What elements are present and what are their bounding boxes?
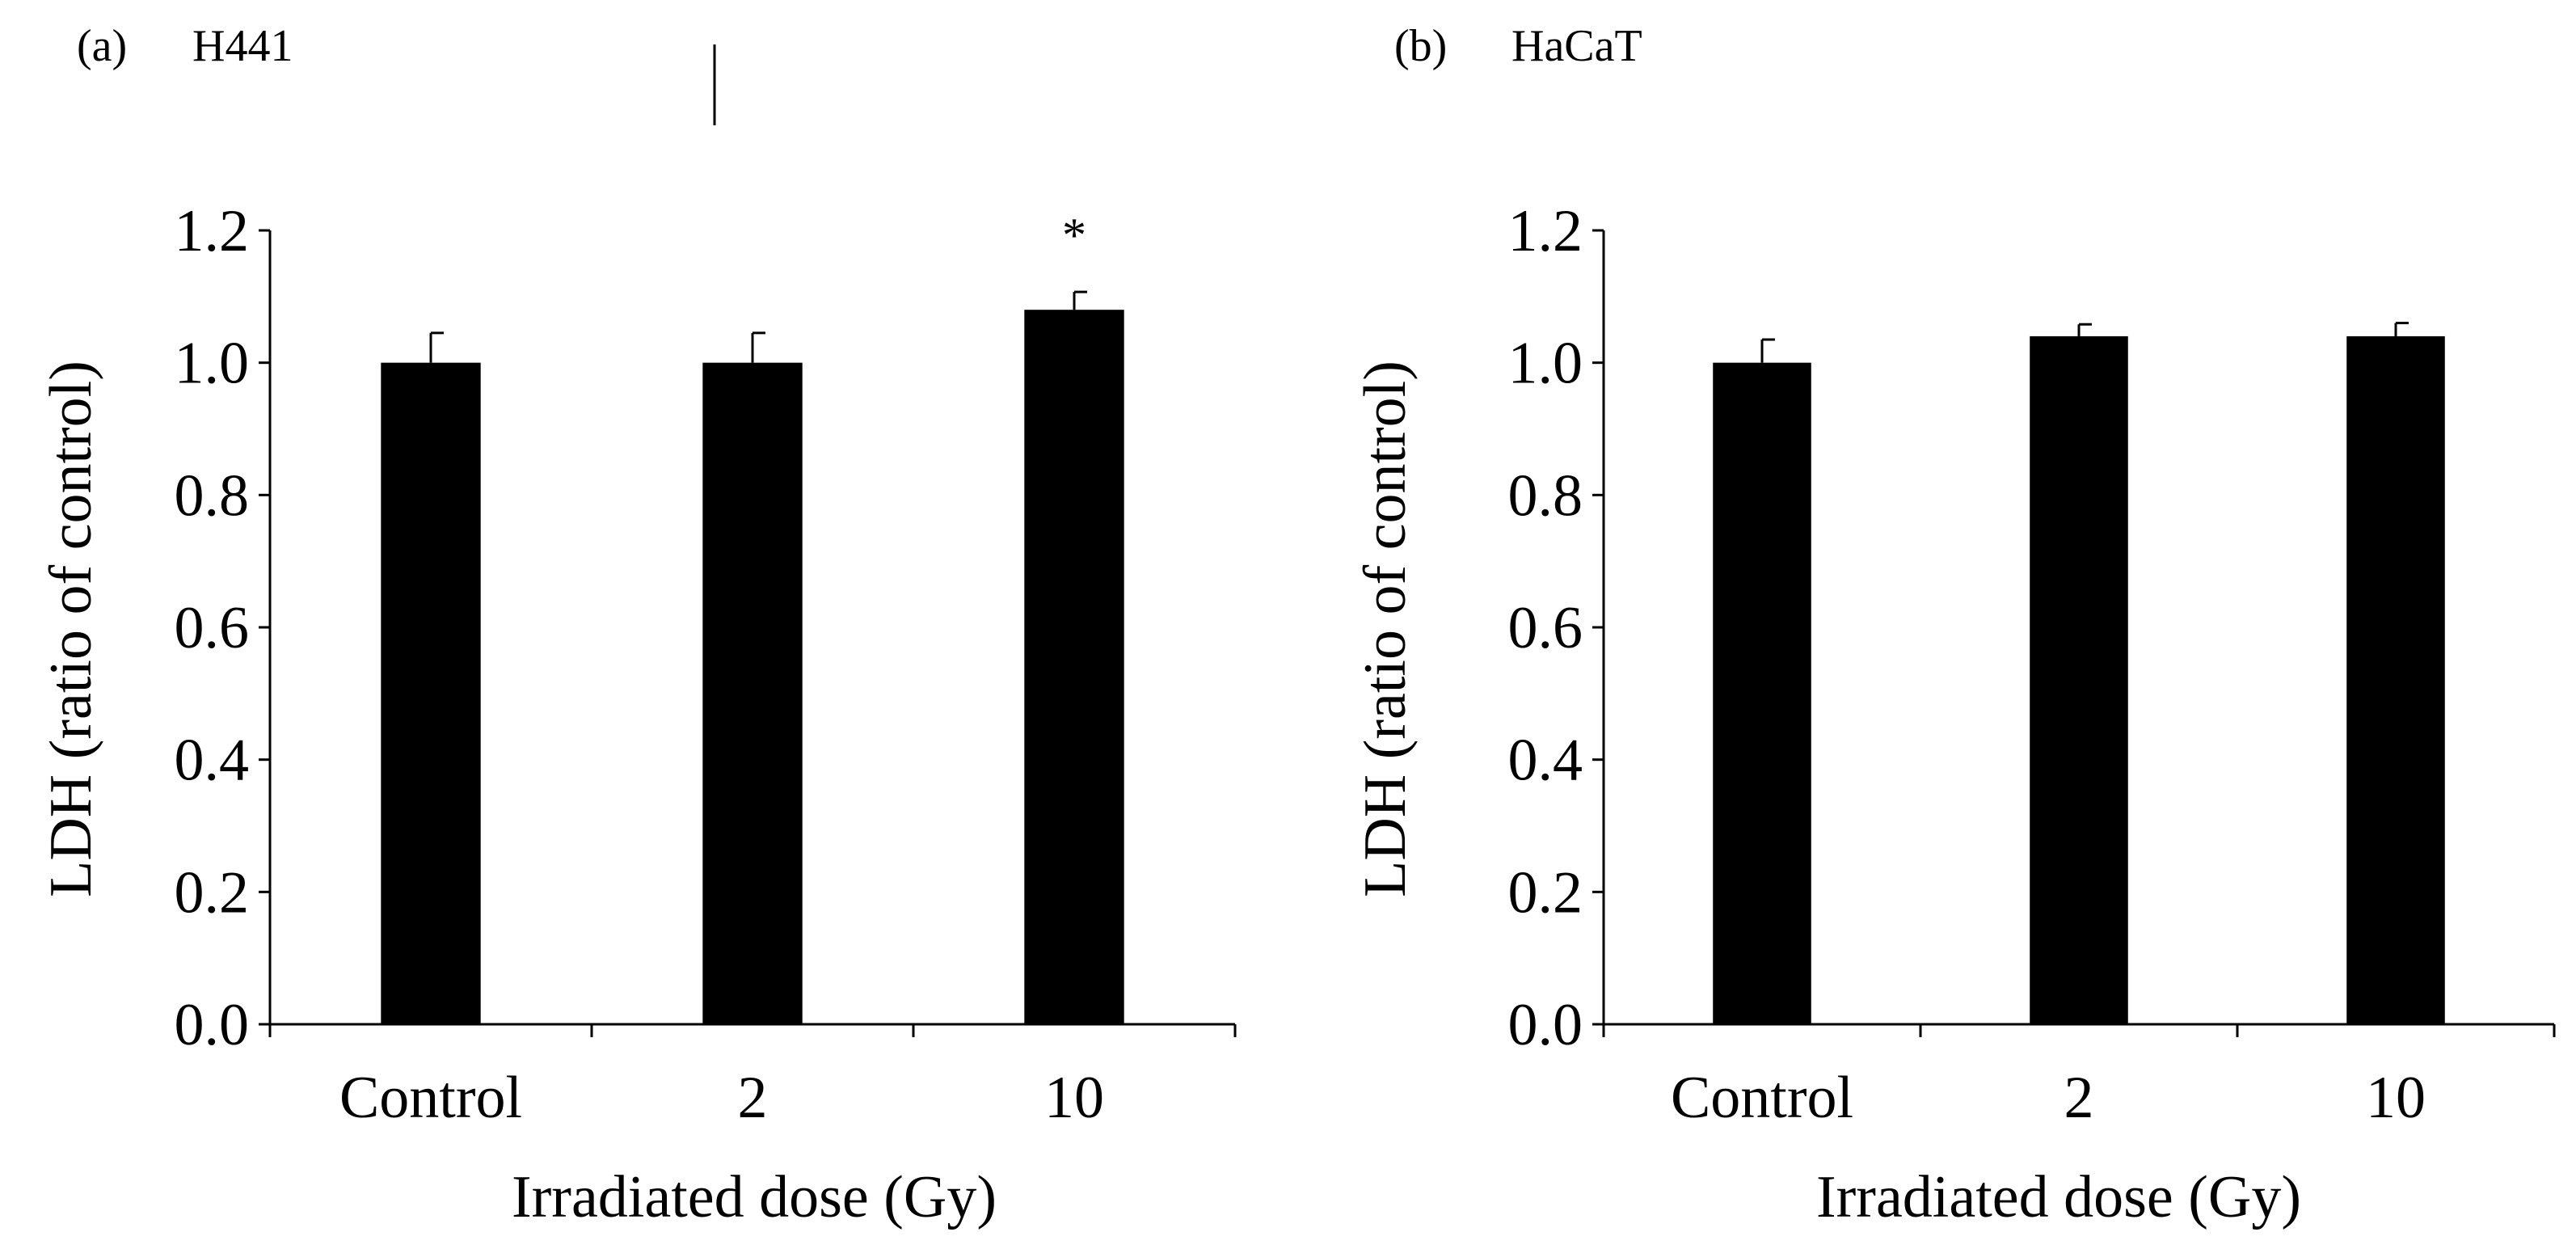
y-ticks-b: 0.0 0.2 0.4 0.6 0.8 1.0 1.2 [1508,198,1604,1058]
y-axis-title-a: LDH (ratio of control) [38,361,104,897]
x-categories-b: Control 2 10 [1671,1065,2426,1131]
y-tick-label-a: 0.2 [175,859,250,926]
bar-a-2 [702,362,803,1025]
chart-title-b: HaCaT [1511,21,1642,71]
bar-b-2 [2030,335,2128,1024]
bar-b-3 [2346,335,2445,1024]
x-category-label-b-2: 2 [2064,1065,2094,1131]
y-tick-label-b: 0.0 [1508,992,1583,1058]
x-category-label-b-1: Control [1671,1065,1853,1131]
x-categories-a: Control 2 10 [339,1065,1104,1131]
y-tick-label-b: 1.2 [1508,198,1583,264]
bars-a: * [381,209,1124,1025]
y-tick-label-a: 0.8 [175,462,250,529]
y-tick-label-a: 1.0 [175,331,250,397]
x-category-label-a-1: Control [339,1065,522,1131]
x-category-label-a-2: 2 [738,1065,768,1131]
y-tick-label-b: 1.0 [1508,331,1583,397]
x-category-label-a-3: 10 [1044,1065,1104,1131]
y-tick-label-a: 0.4 [175,728,250,794]
y-tick-label-b: 0.6 [1508,595,1583,661]
chart-panel-b: (b) HaCaT LDH (ratio of control) Irradia… [1352,21,2556,1230]
y-tick-label-b: 0.4 [1508,728,1583,794]
x-axis-title-a: Irradiated dose (Gy) [512,1164,997,1230]
y-tick-label-a: 0.6 [175,595,250,661]
bars-b [1713,322,2445,1025]
bar-a-1 [381,362,481,1025]
y-axis-title-b: LDH (ratio of control) [1352,361,1419,897]
x-axis-title-b: Irradiated dose (Gy) [1816,1164,2301,1230]
panel-label-a: (a) [77,21,127,71]
chart-panel-a: (a) H441 LDH (ratio of control) Irradiat… [38,21,1237,1230]
x-category-label-b-3: 10 [2366,1065,2426,1131]
y-tick-label-a: 1.2 [175,198,250,264]
y-tick-label-b: 0.8 [1508,462,1583,529]
bar-a-3 [1024,310,1124,1024]
y-tick-label-b: 0.2 [1508,859,1583,926]
significance-mark-a-3: * [1062,209,1086,262]
y-ticks-a: 0.0 0.2 0.4 0.6 0.8 1.0 1.2 [175,198,270,1058]
chart-title-a: H441 [192,21,293,71]
bar-b-1 [1713,362,1811,1025]
panel-label-b: (b) [1394,21,1447,71]
y-tick-label-a: 0.0 [175,992,250,1058]
